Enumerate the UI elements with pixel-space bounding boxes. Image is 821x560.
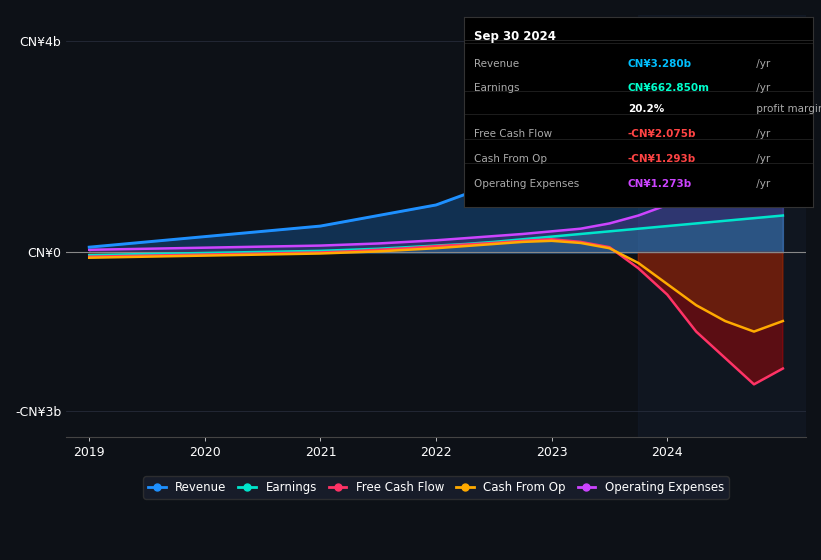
Text: /yr: /yr [754, 129, 771, 139]
Text: /yr: /yr [754, 179, 771, 189]
Text: -CN¥2.075b: -CN¥2.075b [628, 129, 696, 139]
Text: /yr: /yr [754, 83, 771, 94]
Text: Earnings: Earnings [475, 83, 520, 94]
Text: Cash From Op: Cash From Op [475, 154, 548, 164]
Text: Operating Expenses: Operating Expenses [475, 179, 580, 189]
Text: Revenue: Revenue [475, 59, 520, 69]
Text: /yr: /yr [754, 59, 771, 69]
Text: /yr: /yr [754, 154, 771, 164]
Text: Sep 30 2024: Sep 30 2024 [475, 30, 557, 43]
Legend: Revenue, Earnings, Free Cash Flow, Cash From Op, Operating Expenses: Revenue, Earnings, Free Cash Flow, Cash … [144, 477, 729, 499]
Text: CN¥1.273b: CN¥1.273b [628, 179, 692, 189]
Text: profit margin: profit margin [754, 104, 821, 114]
Text: CN¥3.280b: CN¥3.280b [628, 59, 692, 69]
Text: CN¥662.850m: CN¥662.850m [628, 83, 710, 94]
Bar [639, 15, 806, 437]
Text: 20.2%: 20.2% [628, 104, 664, 114]
Text: -CN¥1.293b: -CN¥1.293b [628, 154, 696, 164]
Text: Free Cash Flow: Free Cash Flow [475, 129, 553, 139]
